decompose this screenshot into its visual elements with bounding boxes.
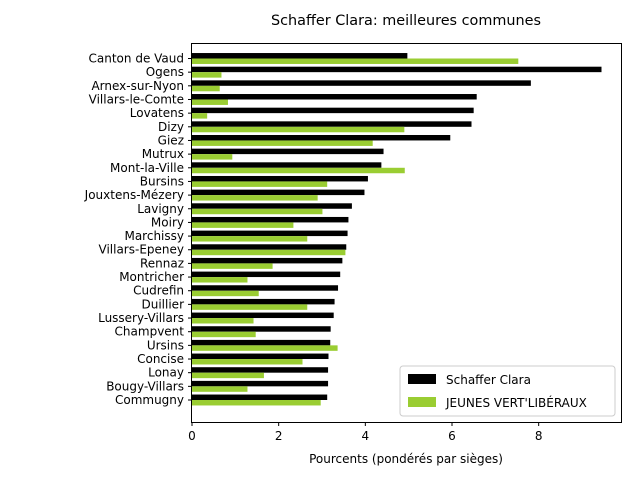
bar-jeunes-vert-liberaux-mont-la-ville <box>192 167 405 174</box>
bar-jeunes-vert-liberaux-marchissy <box>192 236 308 242</box>
bar-jeunes-vert-liberaux-commugny <box>192 400 321 406</box>
bar-schaffer-clara-dizy <box>192 121 472 127</box>
y-tick-label-dizy: Dizy <box>158 120 184 134</box>
y-tick-label-rennaz: Rennaz <box>140 256 184 270</box>
legend-label-jeunes-vert-liberaux: JEUNES VERT'LIBÉRAUX <box>445 395 587 410</box>
y-tick-label-lovatens: Lovatens <box>130 106 184 120</box>
bar-schaffer-clara-cudrefin <box>192 285 339 291</box>
y-tick-label-bursins: Bursins <box>140 174 184 188</box>
bar-schaffer-clara-canton-de-vaud <box>192 53 408 59</box>
bar-jeunes-vert-liberaux-ogens <box>192 72 222 78</box>
bar-schaffer-clara-mutrux <box>192 148 384 155</box>
bars-layer <box>192 53 602 406</box>
bar-schaffer-clara-commugny <box>192 394 328 400</box>
bar-schaffer-clara-lovatens <box>192 107 474 114</box>
y-tick-label-concise: Concise <box>137 352 184 366</box>
bar-schaffer-clara-bougy-villars <box>192 380 329 387</box>
bar-schaffer-clara-concise <box>192 353 329 360</box>
bar-schaffer-clara-mont-la-ville <box>192 162 382 168</box>
y-tick-label-lavigny: Lavigny <box>137 202 184 216</box>
y-tick-label-villars-le-comte: Villars-le-Comte <box>89 92 184 106</box>
y-tick-label-moiry: Moiry <box>151 215 184 229</box>
bar-jeunes-vert-liberaux-montricher <box>192 277 248 283</box>
y-tick-label-bougy-villars: Bougy-Villars <box>106 379 184 393</box>
x-tick-label-6: 6 <box>448 429 456 443</box>
plot-frame <box>191 43 622 423</box>
x-axis-ticks: 0 2 4 6 8 <box>188 422 542 443</box>
y-tick-label-marchissy: Marchissy <box>124 229 184 243</box>
bar-jeunes-vert-liberaux-lavigny <box>192 208 323 215</box>
x-tick-label-0: 0 <box>188 429 196 443</box>
bar-jeunes-vert-liberaux-villars-le-comte <box>192 99 228 105</box>
y-tick-label-lussery-villars: Lussery-Villars <box>98 311 184 325</box>
bar-jeunes-vert-liberaux-lovatens <box>192 113 208 119</box>
y-tick-label-cudrefin: Cudrefin <box>133 284 184 298</box>
bar-schaffer-clara-lonay <box>192 367 329 373</box>
y-tick-label-canton-de-vaud: Canton de Vaud <box>89 52 184 66</box>
bar-schaffer-clara-ogens <box>192 66 602 73</box>
bar-schaffer-clara-villars-epeney <box>192 244 347 250</box>
y-tick-label-champvent: Champvent <box>115 325 185 339</box>
bar-schaffer-clara-arnex-sur-nyon <box>192 80 531 86</box>
y-tick-label-duillier: Duillier <box>142 297 185 311</box>
y-tick-label-jouxtens-mezery: Jouxtens-Mézery <box>84 188 184 202</box>
y-tick-label-mutrux: Mutrux <box>142 147 184 161</box>
bar-jeunes-vert-liberaux-villars-epeney <box>192 249 346 256</box>
bar-schaffer-clara-rennaz <box>192 257 343 264</box>
bar-schaffer-clara-lavigny <box>192 203 352 209</box>
bar-jeunes-vert-liberaux-bursins <box>192 181 328 187</box>
legend-label-schaffer-clara: Schaffer Clara <box>446 373 531 387</box>
y-tick-label-arnex-sur-nyon: Arnex-sur-Nyon <box>91 79 184 93</box>
y-tick-label-giez: Giez <box>158 133 184 147</box>
bar-schaffer-clara-jouxtens-mezery <box>192 189 365 196</box>
legend: Schaffer Clara JEUNES VERT'LIBÉRAUX <box>399 365 616 417</box>
bar-jeunes-vert-liberaux-moiry <box>192 222 294 228</box>
legend-box <box>399 365 616 417</box>
bar-schaffer-clara-marchissy <box>192 230 348 237</box>
bar-schaffer-clara-champvent <box>192 326 331 332</box>
x-tick-label-4: 4 <box>362 429 370 443</box>
bar-schaffer-clara-moiry <box>192 216 349 223</box>
legend-swatch-jeunes-vert-liberaux <box>408 397 436 407</box>
x-axis-label: Pourcents (pondérés par sièges) <box>309 452 503 466</box>
bar-jeunes-vert-liberaux-lonay <box>192 372 264 379</box>
bar-schaffer-clara-montricher <box>192 271 341 278</box>
chart-title: Schaffer Clara: meilleures communes <box>271 13 541 29</box>
bar-jeunes-vert-liberaux-concise <box>192 359 303 365</box>
bar-jeunes-vert-liberaux-lussery-villars <box>192 318 254 324</box>
bar-schaffer-clara-ursins <box>192 339 331 346</box>
y-tick-label-ogens: Ogens <box>146 65 184 79</box>
y-tick-label-mont-la-ville: Mont-la-Ville <box>110 161 184 175</box>
bar-jeunes-vert-liberaux-dizy <box>192 126 405 133</box>
y-tick-label-lonay: Lonay <box>148 366 184 380</box>
x-tick-label-2: 2 <box>275 429 283 443</box>
bar-schaffer-clara-bursins <box>192 175 368 182</box>
bar-jeunes-vert-liberaux-canton-de-vaud <box>192 58 519 64</box>
y-tick-label-commugny: Commugny <box>115 393 184 407</box>
bar-schaffer-clara-lussery-villars <box>192 312 334 319</box>
bar-jeunes-vert-liberaux-mutrux <box>192 154 233 160</box>
bar-jeunes-vert-liberaux-champvent <box>192 331 256 338</box>
bar-schaffer-clara-duillier <box>192 298 335 305</box>
bar-jeunes-vert-liberaux-rennaz <box>192 263 273 269</box>
bar-schaffer-clara-giez <box>192 134 451 141</box>
y-tick-label-montricher: Montricher <box>119 270 184 284</box>
bar-jeunes-vert-liberaux-ursins <box>192 345 338 351</box>
x-tick-label-8: 8 <box>535 429 543 443</box>
bar-jeunes-vert-liberaux-bougy-villars <box>192 386 248 392</box>
y-axis-ticks: Canton de VaudOgensArnex-sur-NyonVillars… <box>84 52 192 407</box>
legend-swatch-schaffer-clara <box>408 374 436 384</box>
bar-schaffer-clara-villars-le-comte <box>192 94 477 100</box>
bar-jeunes-vert-liberaux-giez <box>192 140 373 146</box>
bar-jeunes-vert-liberaux-cudrefin <box>192 290 259 297</box>
bar-jeunes-vert-liberaux-jouxtens-mezery <box>192 195 318 201</box>
y-tick-label-ursins: Ursins <box>147 338 184 352</box>
bar-jeunes-vert-liberaux-arnex-sur-nyon <box>192 85 220 92</box>
y-tick-label-villars-epeney: Villars-Epeney <box>99 243 185 257</box>
bar-jeunes-vert-liberaux-duillier <box>192 304 308 310</box>
